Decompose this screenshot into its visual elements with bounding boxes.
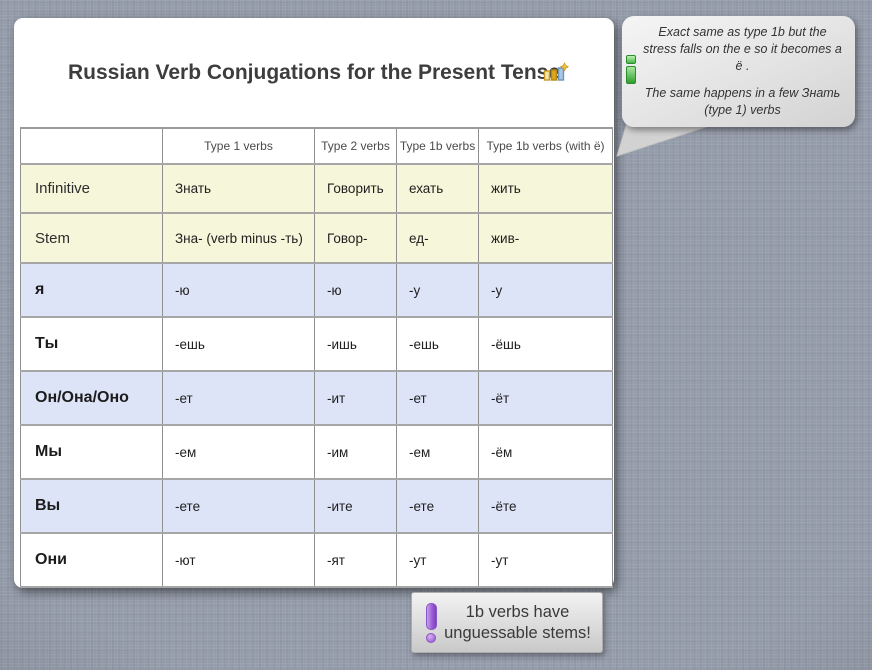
table-row: я -ю -ю -у -у (20, 262, 613, 318)
info-icon (624, 55, 638, 84)
column-header: Type 1b verbs (with ё) (478, 127, 613, 165)
row-label: я (20, 262, 163, 318)
bar-chart-star-icon (543, 62, 569, 81)
table-cell: жить (478, 163, 613, 214)
table-cell: ед- (396, 212, 479, 264)
row-label: Вы (20, 478, 163, 534)
table-row: Он/Она/Оно -ет -ит -ет -ёт (20, 370, 613, 426)
table-row: Stem Зна- (verb minus -ть) Говор-ед-жив- (20, 212, 613, 264)
table-header-row: Type 1 verbs Type 2 verbs Type 1b verbs Typ… (20, 127, 613, 165)
table-cell: -ём (478, 424, 613, 480)
corner-header (20, 127, 163, 165)
study-card: Russian Verb Conjugations for the Presen… (14, 18, 614, 588)
info-bubble-text-2: The same happens in a few Знать (type 1)… (644, 86, 841, 117)
table-cell: Говорить (314, 163, 397, 214)
page-title: Russian Verb Conjugations for the Presen… (67, 61, 561, 84)
table-cell: -им (314, 424, 397, 480)
table-cell: -ете (162, 478, 315, 534)
table-row: Ты -ешь -ишь -ешь -ёшь (20, 316, 613, 372)
table-row: Они -ют -ят -ут -ут (20, 532, 613, 588)
table-cell: -у (396, 262, 479, 318)
table-cell: -ешь (396, 316, 479, 372)
table-cell: -ем (396, 424, 479, 480)
row-label: Мы (20, 424, 163, 480)
table-cell: -ёшь (478, 316, 613, 372)
table-row: Вы -ете -ите -ете -ёте (20, 478, 613, 534)
table-cell: -ит (314, 370, 397, 426)
conjugation-table: Type 1 verbs Type 2 verbs Type 1b verbs Typ… (20, 127, 613, 588)
table-cell: -ите (314, 478, 397, 534)
row-label: Stem (20, 212, 163, 264)
table-cell: -ёте (478, 478, 613, 534)
table-cell: -ет (162, 370, 315, 426)
exclamation-icon (425, 602, 437, 643)
warning-callout: 1b verbs have unguessable stems! (411, 592, 603, 653)
table-cell: Говор- (314, 212, 397, 264)
table-cell: Зна- (verb minus -ть) (162, 212, 315, 264)
table-cell: -ете (396, 478, 479, 534)
table-cell: ехать (396, 163, 479, 214)
table-cell: -ишь (314, 316, 397, 372)
table-cell: -у (478, 262, 613, 318)
info-bubble-text-1: Exact same as type 1b but the stress fal… (643, 25, 842, 73)
column-header: Type 1 verbs (162, 127, 315, 165)
table-cell: жив- (478, 212, 613, 264)
table-cell: -ют (162, 532, 315, 588)
row-label: Infinitive (20, 163, 163, 214)
title-area: Russian Verb Conjugations for the Presen… (14, 18, 614, 127)
table-row: Infinitive Знать Говорить ехать жить (20, 163, 613, 214)
table-cell: -ешь (162, 316, 315, 372)
row-label: Они (20, 532, 163, 588)
table-cell: -ем (162, 424, 315, 480)
column-header: Type 2 verbs (314, 127, 397, 165)
table-cell: -ут (396, 532, 479, 588)
row-label: Он/Она/Оно (20, 370, 163, 426)
row-label: Ты (20, 316, 163, 372)
table-cell: -ят (314, 532, 397, 588)
column-header: Type 1b verbs (396, 127, 479, 165)
table-cell: -ет (396, 370, 479, 426)
table-row: Мы -ем -им -ем -ём (20, 424, 613, 480)
table-cell: Знать (162, 163, 315, 214)
table-cell: -ёт (478, 370, 613, 426)
table-cell: -ю (314, 262, 397, 318)
table-cell: -ю (162, 262, 315, 318)
table-cell: -ут (478, 532, 613, 588)
info-bubble: Exact same as type 1b but the stress fal… (622, 16, 855, 127)
warning-callout-text: 1b verbs have unguessable stems! (444, 602, 591, 642)
